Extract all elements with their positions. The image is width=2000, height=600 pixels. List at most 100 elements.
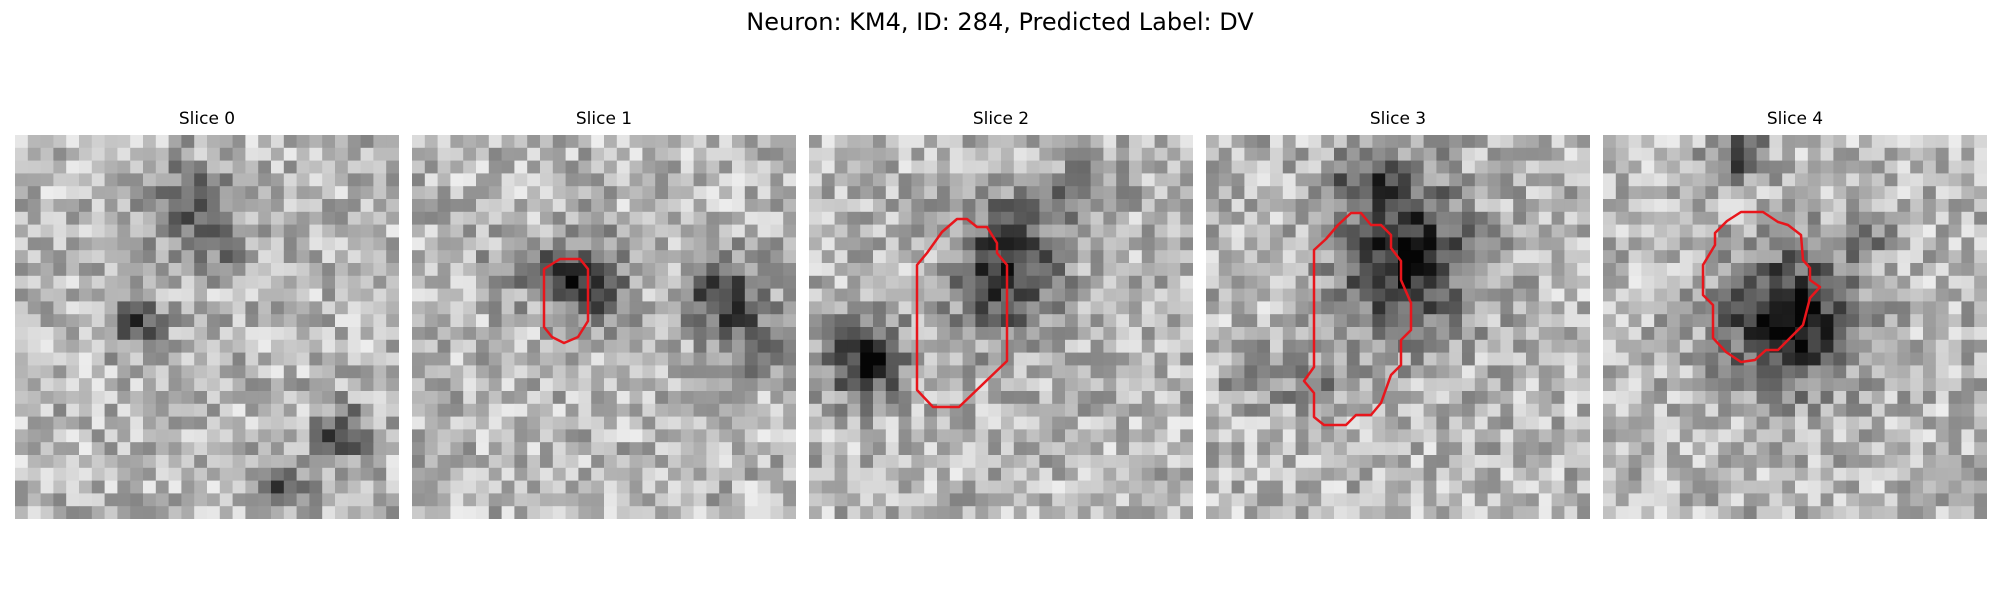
pixel [732, 403, 746, 418]
pixel [757, 135, 771, 149]
pixel [540, 480, 554, 494]
pixel [937, 135, 951, 149]
pixel [1577, 301, 1590, 315]
pixel [27, 506, 42, 519]
pixel [1538, 160, 1553, 174]
pixel [540, 314, 554, 328]
pixel [680, 391, 695, 405]
pixel [834, 493, 848, 507]
pixel [232, 506, 246, 519]
pixel [335, 224, 349, 238]
pixel [412, 352, 426, 366]
pixel [975, 429, 989, 443]
pixel [1180, 455, 1193, 469]
pixel [130, 416, 144, 430]
pixel [680, 327, 695, 341]
pixel [1731, 480, 1745, 494]
pixel [668, 442, 682, 456]
pixel [219, 160, 234, 174]
pixel [1257, 455, 1271, 469]
pixel [1538, 237, 1553, 251]
pixel [834, 391, 848, 405]
pixel [437, 173, 451, 187]
pixel [1487, 365, 1501, 379]
pixel [1077, 237, 1092, 251]
pixel [245, 301, 259, 315]
pixel [1449, 442, 1463, 456]
pixel [655, 237, 669, 251]
pixel [1897, 403, 1911, 418]
pixel [1065, 378, 1079, 392]
pixel [1052, 275, 1066, 290]
pixel [834, 160, 848, 174]
pixel [373, 250, 387, 264]
pixel [347, 378, 362, 392]
pixel [1129, 186, 1143, 200]
pixel [91, 199, 106, 213]
pixel [949, 442, 964, 456]
pixel [1167, 224, 1181, 238]
pixel [1859, 506, 1873, 519]
pixel [1129, 352, 1143, 366]
pixel [27, 429, 42, 443]
pixel [680, 506, 695, 519]
pixel [642, 455, 656, 469]
pixel [809, 378, 823, 392]
pixel [668, 263, 682, 277]
pixel [488, 314, 503, 328]
pixel [949, 224, 964, 238]
pixel [194, 480, 208, 494]
pixel [1500, 250, 1514, 264]
pixel [1871, 467, 1886, 482]
pixel [937, 173, 951, 187]
pixel [155, 391, 170, 405]
pixel [1782, 199, 1796, 213]
pixel [1871, 429, 1886, 443]
pixel [53, 403, 67, 418]
pixel [642, 506, 656, 519]
pixel [1551, 378, 1565, 392]
pixel [629, 160, 643, 174]
pixel [1859, 199, 1873, 213]
pixel [1141, 403, 1156, 418]
pixel [783, 493, 796, 507]
pixel [15, 506, 29, 519]
pixel [1923, 147, 1937, 162]
pixel [1654, 339, 1668, 354]
pixel [552, 160, 567, 174]
pixel [373, 135, 387, 149]
pixel [117, 403, 131, 418]
pixel [1039, 160, 1053, 174]
pixel [770, 160, 784, 174]
pixel [271, 416, 285, 430]
pixel [1295, 199, 1309, 213]
pixel [130, 250, 144, 264]
pixel [437, 211, 451, 226]
pixel [1154, 288, 1168, 302]
pixel [565, 199, 579, 213]
pixel [873, 135, 887, 149]
pixel [207, 301, 221, 315]
pixel [744, 288, 759, 302]
pixel [1859, 365, 1873, 379]
pixel [821, 416, 836, 430]
pixel [847, 391, 861, 405]
pixel [104, 173, 118, 187]
pixel [604, 301, 618, 315]
pixel [1833, 352, 1847, 366]
pixel [322, 211, 336, 226]
pixel [488, 301, 503, 315]
pixel [1103, 250, 1117, 264]
pixel [629, 327, 643, 341]
pixel [1052, 301, 1066, 315]
pixel [168, 135, 182, 149]
pixel [552, 135, 567, 149]
pixel [1321, 467, 1335, 482]
pixel [245, 455, 259, 469]
pixel [1206, 211, 1220, 226]
pixel [271, 365, 285, 379]
pixel [1141, 147, 1156, 162]
pixel [642, 199, 656, 213]
pixel [668, 467, 682, 482]
pixel [1244, 135, 1258, 149]
